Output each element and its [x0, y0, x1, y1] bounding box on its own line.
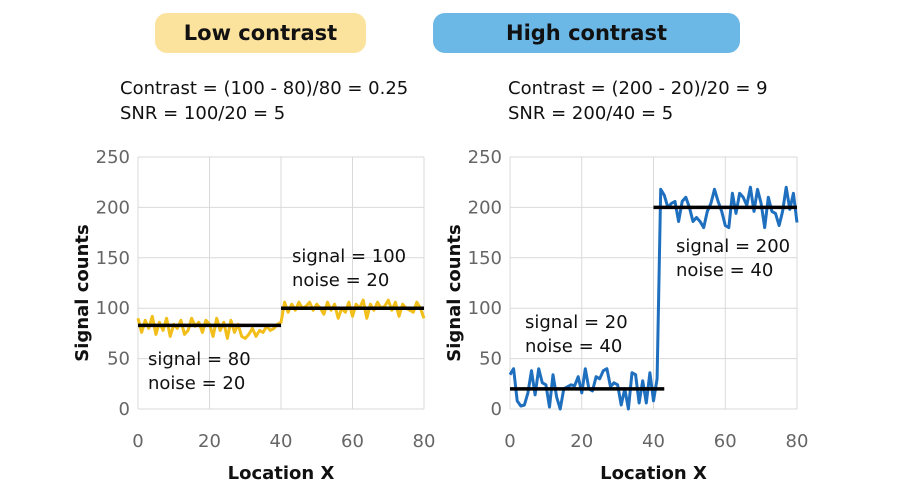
y-tick-label: 150 — [468, 248, 502, 269]
contrast-formula: Contrast = (200 - 20)/20 = 9 — [508, 78, 768, 99]
x-tick-label: 60 — [714, 431, 737, 452]
x-tick-label: 0 — [504, 431, 515, 452]
snr-formula: SNR = 200/40 = 5 — [508, 103, 674, 124]
x-tick-label: 20 — [570, 431, 593, 452]
y-axis-label: Signal counts — [72, 224, 93, 361]
x-tick-label: 80 — [413, 431, 436, 452]
signal-annotation: signal = 80 — [148, 349, 251, 370]
y-tick-label: 100 — [468, 298, 502, 319]
y-axis-label: Signal counts — [444, 224, 465, 361]
x-tick-label: 0 — [132, 431, 143, 452]
x-tick-label: 20 — [198, 431, 221, 452]
x-axis-label: Location X — [600, 463, 707, 484]
y-tick-label: 50 — [107, 349, 130, 370]
y-tick-label: 50 — [479, 349, 502, 370]
low-contrast-title: Low contrast — [155, 13, 366, 53]
y-tick-label: 0 — [491, 399, 502, 420]
y-tick-label: 200 — [96, 197, 130, 218]
y-tick-label: 0 — [119, 399, 130, 420]
x-tick-label: 40 — [270, 431, 293, 452]
x-axis-label: Location X — [228, 463, 335, 484]
signal-series-line — [508, 185, 799, 411]
contrast-formula: Contrast = (100 - 80)/80 = 0.25 — [120, 78, 409, 99]
y-tick-label: 100 — [96, 298, 130, 319]
signal-series-line — [136, 298, 426, 340]
low-contrast-formulas: Contrast = (100 - 80)/80 = 0.25 SNR = 10… — [120, 76, 408, 126]
high-contrast-formulas: Contrast = (200 - 20)/20 = 9 SNR = 200/4… — [508, 76, 768, 126]
x-tick-label: 40 — [642, 431, 665, 452]
noise-annotation: noise = 20 — [292, 270, 389, 291]
signal-annotation: signal = 200 — [676, 236, 790, 257]
high-contrast-title: High contrast — [433, 13, 740, 53]
y-tick-label: 250 — [468, 147, 502, 168]
noise-annotation: noise = 20 — [148, 373, 245, 394]
x-tick-label: 60 — [341, 431, 364, 452]
y-tick-label: 150 — [96, 248, 130, 269]
signal-annotation: signal = 100 — [292, 246, 406, 267]
noise-annotation: noise = 40 — [676, 260, 773, 281]
snr-formula: SNR = 100/20 = 5 — [120, 103, 286, 124]
noise-annotation: noise = 40 — [525, 336, 622, 357]
y-tick-label: 250 — [96, 147, 130, 168]
x-tick-label: 80 — [786, 431, 809, 452]
signal-annotation: signal = 20 — [525, 312, 628, 333]
y-tick-label: 200 — [468, 197, 502, 218]
